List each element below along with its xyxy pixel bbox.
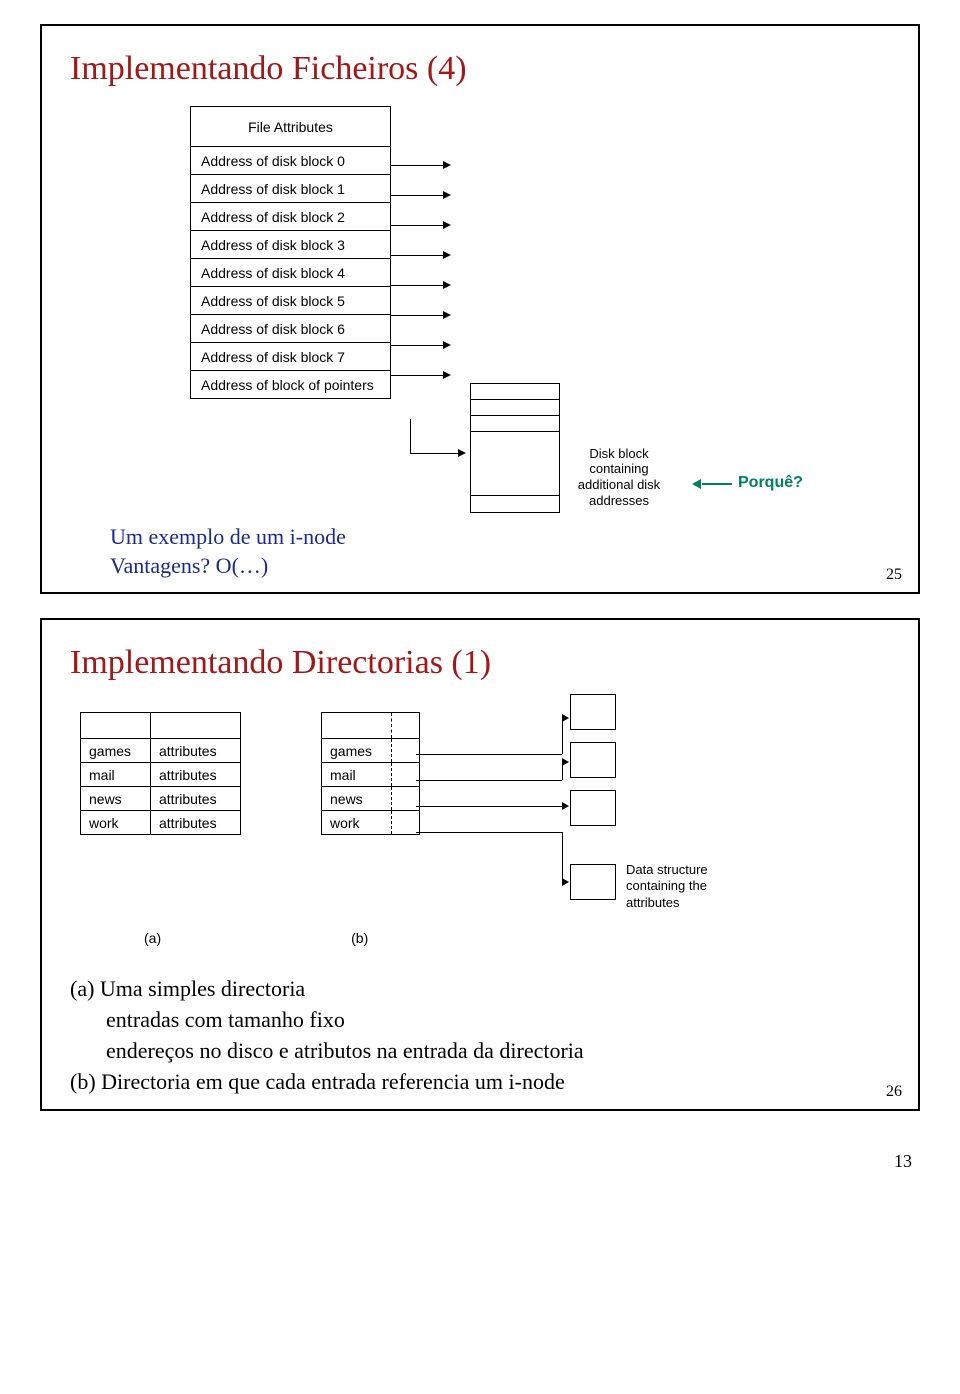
extra-block-row: Disk block containing additional disk ad… — [410, 393, 890, 513]
slide-2: Implementando Directorias (1) gamesattri… — [40, 618, 920, 1111]
dir-a-attr: attributes — [151, 811, 241, 835]
arrow-left-icon — [692, 483, 732, 484]
inode-row: Address of disk block 7 — [191, 343, 391, 371]
slide-1-caption: Um exemplo de um i-node Vantagens? O(…) — [110, 523, 890, 580]
inode-row: Address of disk block 4 — [191, 259, 391, 287]
inode-diagram: File Attributes Address of disk block 0 … — [190, 106, 890, 399]
dir-b-name: work — [322, 811, 392, 835]
slide-1: Implementando Ficheiros (4) File Attribu… — [40, 24, 920, 594]
dir-a-name: mail — [81, 763, 151, 787]
dir-a-attr: attributes — [151, 787, 241, 811]
dir-a-name: games — [81, 739, 151, 763]
page-number: 13 — [0, 1151, 912, 1172]
inode-table: File Attributes Address of disk block 0 … — [190, 106, 391, 399]
porque-text: Porquê? — [738, 474, 803, 492]
arrow-right-icon — [391, 272, 461, 302]
extra-block-label: Disk block containing additional disk ad… — [564, 446, 674, 508]
extra-disk-block — [470, 383, 560, 513]
inode-box — [570, 864, 616, 900]
directory-diagrams: gamesattributes mailattributes newsattri… — [80, 712, 890, 922]
arrow-right-icon — [391, 212, 461, 242]
inode-header: File Attributes — [191, 107, 391, 147]
dir-b-name: news — [322, 787, 392, 811]
caption-line: Vantagens? O(…) — [110, 552, 890, 581]
dir-a-name: news — [81, 787, 151, 811]
label-a: (a) — [144, 930, 161, 946]
inode-row: Address of disk block 0 — [191, 147, 391, 175]
inode-boxes: Data structure containing the attributes — [500, 712, 700, 922]
directory-b: games mail news work — [321, 712, 420, 835]
arrow-right-icon — [391, 302, 461, 332]
diagram-sublabels: (a) (b) — [144, 930, 890, 946]
inode-box — [570, 694, 616, 730]
slide-2-title: Implementando Directorias (1) — [70, 644, 890, 682]
arrow-right-icon — [391, 332, 461, 362]
arrow-right-icon — [391, 242, 461, 272]
inode-box — [570, 742, 616, 778]
inode-box — [570, 790, 616, 826]
directory-a: gamesattributes mailattributes newsattri… — [80, 712, 241, 835]
inode-row: Address of disk block 3 — [191, 231, 391, 259]
inode-row: Address of block of pointers — [191, 371, 391, 399]
inode-row: Address of disk block 5 — [191, 287, 391, 315]
body-line: entradas com tamanho fixo — [106, 1005, 890, 1036]
dir-a-attr: attributes — [151, 739, 241, 763]
body-line: endereços no disco e atributos na entrad… — [106, 1036, 890, 1067]
inode-row: Address of disk block 2 — [191, 203, 391, 231]
dir-a-attr: attributes — [151, 763, 241, 787]
dir-b-name: mail — [322, 763, 392, 787]
slide-2-body: (a) Uma simples directoria entradas com … — [70, 974, 890, 1097]
body-line: (b) Directoria em que cada entrada refer… — [70, 1067, 890, 1098]
caption-line: Um exemplo de um i-node — [110, 523, 890, 552]
arrow-right-icon — [391, 182, 461, 212]
data-structure-label: Data structure containing the attributes — [626, 862, 756, 911]
inode-row: Address of disk block 6 — [191, 315, 391, 343]
inode-arrows-col — [391, 106, 461, 392]
slide-number: 26 — [886, 1083, 902, 1101]
arrow-right-icon — [391, 362, 461, 392]
elbow-arrow-icon — [410, 433, 470, 473]
slide-number: 25 — [886, 566, 902, 584]
body-line: (a) Uma simples directoria — [70, 974, 890, 1005]
porque-callout: Porquê? — [692, 474, 803, 492]
inode-row: Address of disk block 1 — [191, 175, 391, 203]
dir-b-name: games — [322, 739, 392, 763]
dir-a-name: work — [81, 811, 151, 835]
slide-1-title: Implementando Ficheiros (4) — [70, 50, 890, 88]
label-b: (b) — [351, 930, 368, 946]
arrow-right-icon — [391, 152, 461, 182]
